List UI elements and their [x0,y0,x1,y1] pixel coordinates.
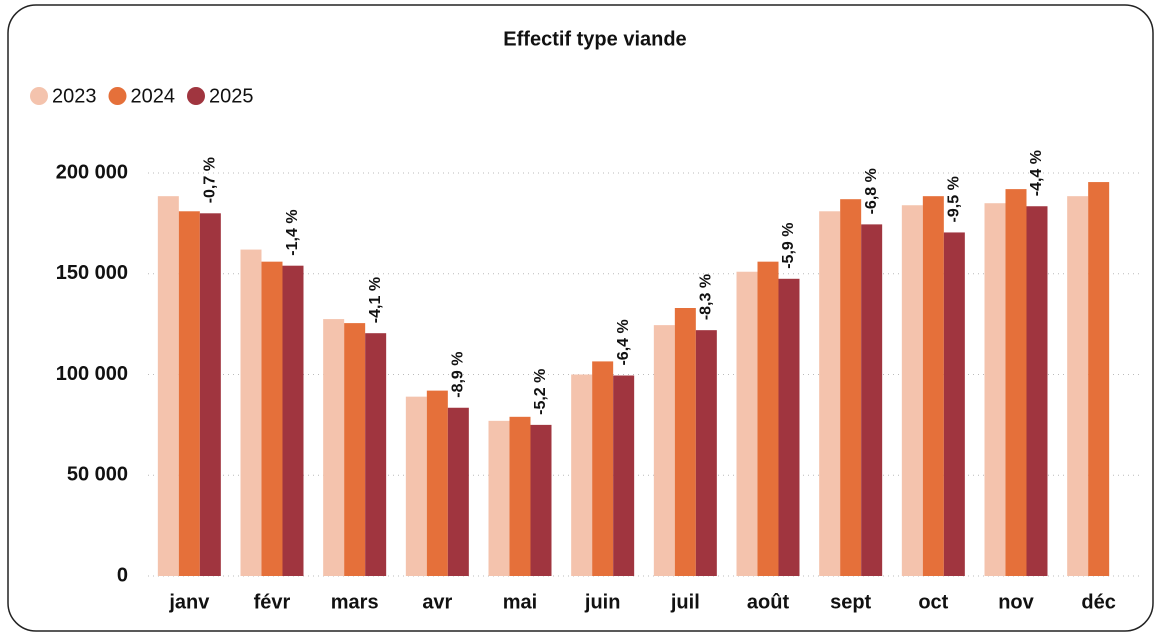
bar [488,420,510,576]
bar [178,211,200,576]
bar [323,319,345,576]
bar [840,199,862,576]
data-label: -6,8 % [863,168,880,214]
x-tick-label: juin [584,591,621,613]
bar [922,196,944,577]
legend-marker [108,87,127,105]
x-tick-label: juil [670,591,700,613]
bar [1088,182,1110,576]
y-tick-label: 100 000 [56,363,128,385]
bar [426,390,448,576]
y-tick-label: 150 000 [56,262,128,284]
legend-label: 2025 [209,85,254,107]
x-tick-label: janv [168,591,210,613]
y-tick-label: 200 000 [56,161,128,183]
legend-label: 2024 [131,85,176,107]
x-tick-label: oct [918,591,948,613]
y-tick-label: 50 000 [67,464,128,486]
bar [1026,206,1048,576]
x-tick-label: sept [830,591,871,613]
bar [261,261,283,576]
bar [861,224,883,576]
x-tick-label: mai [503,591,537,613]
legend-label: 2023 [52,85,97,107]
bar [365,333,387,576]
bar [736,271,758,576]
data-label: -5,2 % [532,369,549,415]
x-tick-label: févr [254,591,291,613]
data-label: -1,4 % [284,209,301,255]
y-tick-label: 0 [117,564,128,586]
bar [1005,189,1027,576]
bar [157,196,179,577]
bar [509,416,531,576]
legend-marker [187,87,205,105]
bar [695,330,717,576]
data-label: -5,9 % [780,223,797,269]
bar [1067,196,1089,577]
bar [819,211,841,576]
bar [984,203,1006,576]
data-label: -4,4 % [1028,150,1045,196]
x-tick-label: août [747,591,790,613]
bar [282,265,304,576]
data-label: -6,4 % [615,319,632,365]
x-tick-label: déc [1081,591,1115,613]
x-tick-label: mars [331,591,379,613]
bar [405,396,427,576]
x-tick-label: nov [998,591,1034,613]
data-label: -4,1 % [367,277,384,323]
legend-marker [30,87,48,105]
bar [447,407,469,576]
bar [199,213,221,577]
data-label: -8,9 % [450,351,467,397]
bar [943,232,965,576]
bar [778,278,800,576]
bar [240,249,262,576]
bar [674,308,696,576]
bar [901,205,923,577]
data-label: -8,3 % [698,274,715,320]
bar [530,424,552,576]
bar [653,325,675,576]
x-tick-label: avr [422,591,452,613]
chart-title: Effectif type viande [503,28,686,50]
bar [592,361,614,576]
data-label: -9,5 % [946,176,963,222]
bar [757,261,779,576]
data-label: -0,7 % [202,157,219,203]
bar [344,323,366,576]
bar [613,375,635,576]
bar [571,374,593,576]
